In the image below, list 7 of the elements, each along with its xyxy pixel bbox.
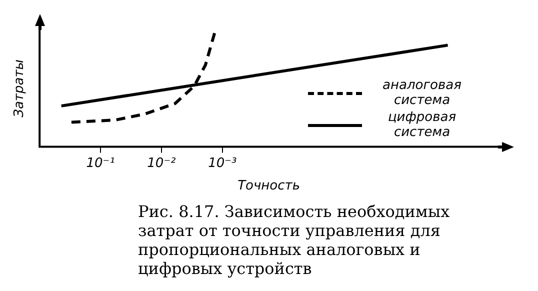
text: Рис. 8.17. Зависимость необходимых затрат от точности управления для пропорциональных аналоговых и цифровых устройств [138,202,451,278]
x-tick-label: 10⁻¹ [86,156,115,171]
y-axis-title: Затраты [12,59,28,118]
x-axis-title: Точность [238,178,300,194]
legend-label: цифровая система [386,110,458,140]
x-tick-label: 10⁻³ [208,156,237,171]
x-tick-label: 10⁻² [147,156,176,171]
